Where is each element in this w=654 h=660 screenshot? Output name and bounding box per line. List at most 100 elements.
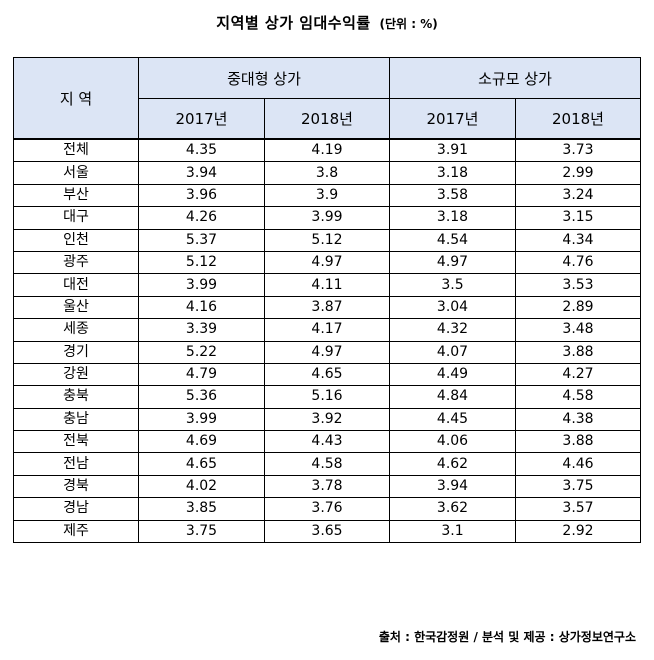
region-cell: 부산 [13, 183, 139, 208]
value-cell: 4.16 [138, 295, 265, 320]
table-row: 대전 3.99 4.11 3.5 3.53 [13, 273, 641, 297]
value-cell: 3.78 [264, 474, 390, 499]
value-cell: 4.97 [389, 250, 516, 275]
value-cell: 3.57 [515, 497, 641, 521]
table-body: 전체 4.35 4.19 3.91 3.73 서울 3.94 3.8 3.18 2.99 부산 3.9… [13, 138, 641, 544]
table-row: 충남 3.99 3.92 4.45 4.38 [13, 407, 641, 432]
value-cell: 4.69 [138, 430, 265, 454]
value-cell: 4.58 [264, 452, 390, 476]
table-row: 부산 3.96 3.9 3.58 3.24 [13, 183, 641, 208]
value-cell: 4.43 [264, 430, 390, 454]
table-row: 울산 4.16 3.87 3.04 2.89 [13, 295, 641, 320]
value-cell: 3.88 [515, 430, 641, 454]
value-cell: 5.37 [138, 228, 265, 252]
value-cell: 3.88 [515, 340, 641, 364]
value-cell: 4.26 [138, 206, 265, 230]
table-row: 경북 4.02 3.78 3.94 3.75 [13, 474, 641, 499]
region-cell: 전남 [13, 452, 139, 476]
value-cell: 4.02 [138, 474, 265, 499]
region-cell: 제주 [13, 519, 139, 544]
table-title: 지역별 상가 임대수익률 (단위 : %) [0, 12, 654, 33]
region-cell: 세종 [13, 318, 139, 342]
value-cell: 3.48 [515, 318, 641, 342]
region-cell: 경남 [13, 497, 139, 521]
value-cell: 3.92 [264, 407, 390, 432]
table-row: 전남 4.65 4.58 4.62 4.46 [13, 452, 641, 476]
value-cell: 3.87 [264, 295, 390, 320]
table-row: 전체 4.35 4.19 3.91 3.73 [13, 138, 641, 163]
value-cell: 3.73 [515, 138, 641, 163]
header-year: 2017년 [389, 98, 516, 140]
value-cell: 2.89 [515, 295, 641, 320]
value-cell: 4.76 [515, 250, 641, 275]
table-row: 경기 5.22 4.97 4.07 3.88 [13, 340, 641, 364]
value-cell: 3.62 [389, 497, 516, 521]
value-cell: 3.94 [138, 161, 265, 185]
value-cell: 4.17 [264, 318, 390, 342]
header-year: 2018년 [264, 98, 390, 140]
value-cell: 3.91 [389, 138, 516, 163]
value-cell: 3.58 [389, 183, 516, 208]
value-cell: 4.65 [138, 452, 265, 476]
header-group-large: 중대형 상가 [138, 57, 390, 99]
region-cell: 서울 [13, 161, 139, 185]
value-cell: 3.76 [264, 497, 390, 521]
value-cell: 3.24 [515, 183, 641, 208]
value-cell: 4.06 [389, 430, 516, 454]
value-cell: 2.99 [515, 161, 641, 185]
value-cell: 5.36 [138, 385, 265, 409]
region-cell: 경북 [13, 474, 139, 499]
table-row: 세종 3.39 4.17 4.32 3.48 [13, 318, 641, 342]
table-row: 대구 4.26 3.99 3.18 3.15 [13, 206, 641, 230]
value-cell: 3.85 [138, 497, 265, 521]
value-cell: 4.65 [264, 362, 390, 387]
header-region: 지 역 [13, 57, 139, 140]
value-cell: 3.99 [264, 206, 390, 230]
value-cell: 4.49 [389, 362, 516, 387]
value-cell: 4.35 [138, 138, 265, 163]
table-row: 인천 5.37 5.12 4.54 4.34 [13, 228, 641, 252]
region-cell: 전체 [13, 138, 139, 163]
value-cell: 4.19 [264, 138, 390, 163]
value-cell: 4.79 [138, 362, 265, 387]
header-year: 2017년 [138, 98, 265, 140]
value-cell: 3.53 [515, 273, 641, 297]
value-cell: 4.62 [389, 452, 516, 476]
table-unit: (단위 : %) [379, 17, 438, 31]
value-cell: 4.38 [515, 407, 641, 432]
value-cell: 4.34 [515, 228, 641, 252]
table-row: 제주 3.75 3.65 3.1 2.92 [13, 519, 641, 544]
value-cell: 4.84 [389, 385, 516, 409]
value-cell: 5.22 [138, 340, 265, 364]
value-cell: 4.45 [389, 407, 516, 432]
region-cell: 인천 [13, 228, 139, 252]
value-cell: 3.18 [389, 206, 516, 230]
region-cell: 충북 [13, 385, 139, 409]
value-cell: 3.1 [389, 519, 516, 544]
table-header: 지 역 중대형 상가 소규모 상가 2017년 2018년 2017년 2018… [13, 57, 641, 140]
table-title-main: 지역별 상가 임대수익률 [216, 14, 371, 32]
value-cell: 4.97 [264, 340, 390, 364]
value-cell: 3.8 [264, 161, 390, 185]
table-row: 경남 3.85 3.76 3.62 3.57 [13, 497, 641, 521]
value-cell: 4.54 [389, 228, 516, 252]
value-cell: 3.18 [389, 161, 516, 185]
value-cell: 4.46 [515, 452, 641, 476]
region-cell: 광주 [13, 250, 139, 275]
table-row: 강원 4.79 4.65 4.49 4.27 [13, 362, 641, 387]
value-cell: 3.15 [515, 206, 641, 230]
header-group-small: 소규모 상가 [389, 57, 641, 99]
table-row: 전북 4.69 4.43 4.06 3.88 [13, 430, 641, 454]
source-note: 출처 : 한국감정원 / 분석 및 제공 : 상가정보연구소 [378, 630, 636, 644]
region-cell: 울산 [13, 295, 139, 320]
value-cell: 4.32 [389, 318, 516, 342]
value-cell: 3.99 [138, 273, 265, 297]
value-cell: 2.92 [515, 519, 641, 544]
value-cell: 5.12 [138, 250, 265, 275]
value-cell: 4.07 [389, 340, 516, 364]
value-cell: 3.96 [138, 183, 265, 208]
value-cell: 3.75 [138, 519, 265, 544]
region-cell: 전북 [13, 430, 139, 454]
table-row: 광주 5.12 4.97 4.97 4.76 [13, 250, 641, 275]
value-cell: 4.27 [515, 362, 641, 387]
